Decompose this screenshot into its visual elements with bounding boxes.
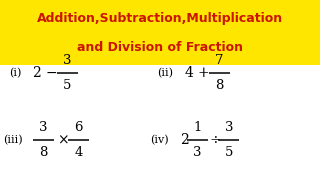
Text: Addition,Subtraction,Multiplication: Addition,Subtraction,Multiplication: [37, 12, 283, 25]
Bar: [0, 0, 320, 65]
Text: ×: ×: [57, 133, 68, 147]
Text: 1: 1: [193, 121, 202, 134]
Text: (i): (i): [10, 68, 22, 78]
Text: (iii): (iii): [3, 135, 23, 146]
Text: 3: 3: [63, 54, 71, 67]
Text: 5: 5: [225, 147, 233, 159]
Text: 3: 3: [39, 121, 47, 134]
Text: (ii): (ii): [157, 68, 173, 78]
Text: (iv): (iv): [150, 135, 169, 146]
Text: 2: 2: [180, 133, 188, 147]
Text: ÷: ÷: [210, 133, 221, 147]
Text: +: +: [197, 66, 209, 80]
Text: 6: 6: [74, 121, 83, 134]
Text: 8: 8: [39, 147, 47, 159]
Text: and Division of Fraction: and Division of Fraction: [77, 41, 243, 54]
Text: 2: 2: [32, 66, 41, 80]
Text: 3: 3: [225, 121, 233, 134]
Text: 7: 7: [215, 54, 223, 67]
Text: −: −: [45, 66, 57, 80]
Text: 4: 4: [184, 66, 193, 80]
Text: 8: 8: [215, 79, 223, 92]
Text: 5: 5: [63, 79, 71, 92]
Text: 3: 3: [193, 147, 202, 159]
Text: 4: 4: [74, 147, 83, 159]
